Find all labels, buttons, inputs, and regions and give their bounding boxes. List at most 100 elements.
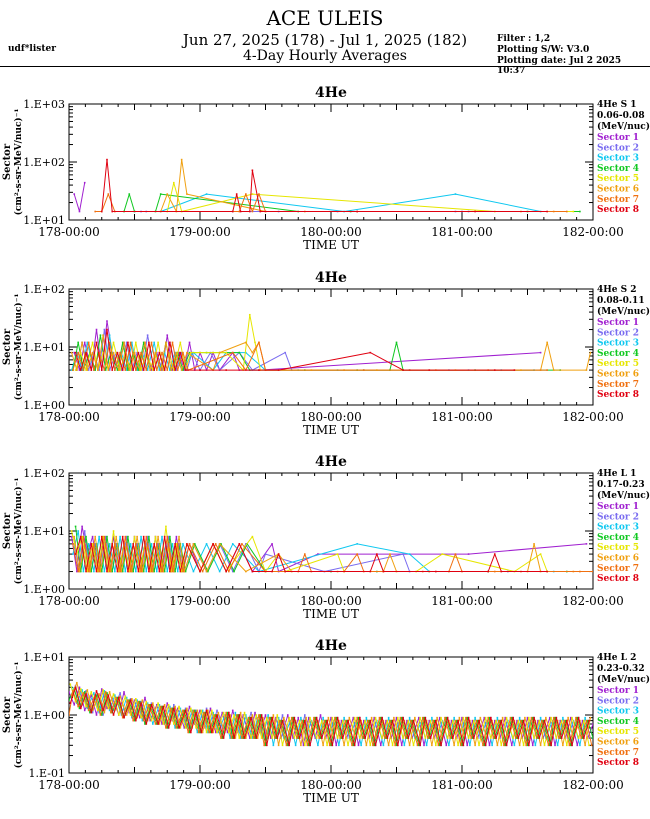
energy-range: 0.06-0.08 (597, 111, 645, 121)
data-point (326, 744, 328, 747)
data-point (478, 719, 480, 722)
data-point (173, 707, 175, 710)
data-point (107, 193, 110, 195)
data-point (231, 737, 234, 739)
data-point (97, 369, 99, 371)
data-point (107, 694, 110, 696)
data-point (326, 719, 328, 722)
data-point (146, 369, 149, 371)
data-point (554, 744, 556, 747)
data-point (317, 553, 319, 555)
data-point (69, 683, 72, 685)
legend-entry: Sector 8 (597, 205, 639, 215)
data-point (167, 727, 170, 729)
x-tick-label: 179-00:00 (169, 778, 231, 792)
y-tick-label: 1.E+03 (23, 98, 65, 111)
data-point (233, 737, 235, 739)
data-point (288, 716, 290, 719)
data-point (87, 341, 90, 344)
x-tick-label: 182-00:00 (562, 410, 624, 424)
data-point (412, 719, 415, 722)
data-point (135, 543, 137, 545)
data-point (150, 341, 153, 344)
data-point (268, 716, 271, 719)
y-axis-units-label: (cm²-s-sr-MeV/nuc)⁻¹ (13, 478, 24, 585)
data-point (119, 570, 121, 573)
energy-unit: (MeV/nuc) (597, 121, 650, 132)
data-point (121, 369, 124, 371)
data-point (171, 369, 174, 371)
data-point (323, 719, 326, 722)
data-point (386, 737, 389, 739)
data-point (186, 707, 188, 710)
data-point (277, 553, 280, 555)
data-point (419, 716, 421, 719)
data-point (263, 744, 265, 747)
species-label: 4He S 2 (597, 285, 637, 295)
data-point (534, 744, 537, 747)
legend-entry: Sector 7 (597, 564, 639, 574)
data-point (245, 193, 247, 195)
data-point (243, 737, 246, 739)
data-point (391, 744, 394, 747)
data-point (493, 737, 496, 739)
data-point (576, 716, 579, 719)
data-point (331, 744, 334, 747)
data-point (124, 570, 127, 573)
data-point (225, 570, 227, 573)
data-point (149, 719, 152, 722)
data-point (87, 709, 90, 712)
data-point (546, 570, 548, 573)
data-point (482, 744, 484, 747)
data-point (131, 341, 133, 344)
data-point (381, 716, 383, 719)
data-point (431, 744, 433, 747)
data-point (137, 351, 140, 354)
data-point (125, 696, 128, 699)
data-point (431, 716, 433, 719)
data-point (533, 737, 535, 739)
data-point (362, 369, 365, 371)
data-point (459, 744, 462, 747)
data-point (133, 699, 136, 701)
data-point (141, 369, 144, 371)
data-point (479, 716, 482, 719)
data-point (504, 716, 507, 719)
data-point (364, 737, 366, 739)
data-point (546, 369, 548, 371)
data-point (123, 691, 125, 693)
legend-entry: Sector 7 (597, 748, 639, 758)
x-tick-label: 179-00:00 (169, 594, 231, 608)
data-point (492, 737, 495, 739)
data-point (140, 700, 142, 703)
data-point (225, 369, 227, 371)
data-point (200, 731, 203, 734)
data-point (175, 543, 178, 545)
data-point (221, 737, 224, 739)
data-point (550, 716, 552, 719)
data-point (190, 731, 192, 734)
data-point (158, 703, 161, 706)
data-point (365, 744, 368, 747)
data-point (233, 570, 235, 573)
data-point (214, 714, 217, 716)
data-point (119, 351, 121, 354)
data-point (369, 351, 372, 354)
data-point (450, 737, 453, 739)
data-point (111, 570, 114, 573)
data-point (81, 341, 83, 344)
data-point (77, 705, 79, 708)
data-point (144, 723, 146, 725)
data-point (525, 744, 527, 747)
data-point (441, 553, 444, 555)
data-point (478, 744, 480, 747)
data-point (201, 731, 204, 734)
data-point (220, 737, 222, 739)
data-point (386, 719, 389, 722)
data-point (175, 351, 178, 354)
data-point (158, 723, 161, 725)
data-point (186, 351, 188, 354)
data-point (74, 369, 77, 371)
data-point (83, 530, 86, 532)
data-point (567, 716, 569, 719)
